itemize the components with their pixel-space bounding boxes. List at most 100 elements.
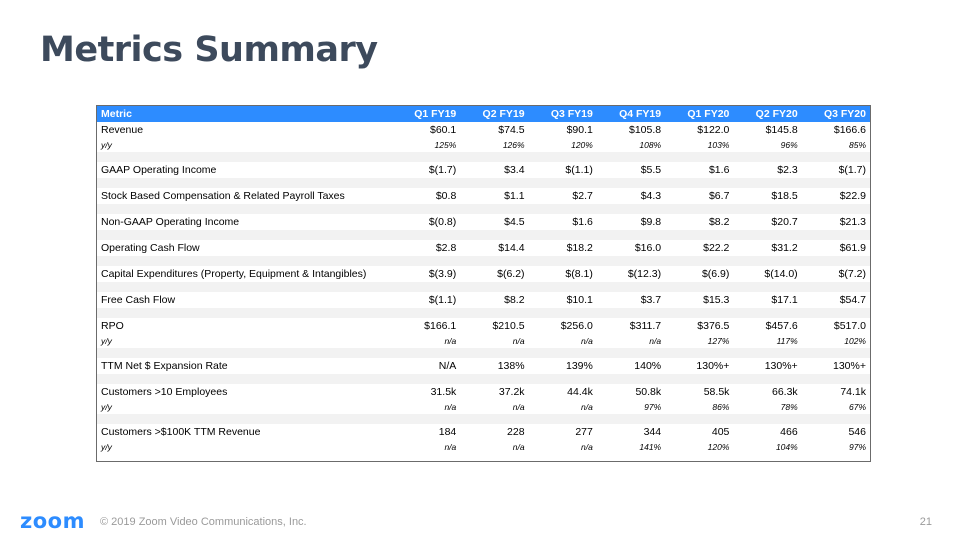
metric-value: $61.9 xyxy=(839,242,866,254)
page-title: Metrics Summary xyxy=(40,30,378,70)
metric-value: $8.2 xyxy=(708,216,730,228)
metric-value: 66.3k xyxy=(772,386,798,398)
metric-value: $(7.2) xyxy=(838,268,866,280)
spacer-cell xyxy=(97,178,870,188)
yoy-label: y/y xyxy=(101,442,112,452)
spacer-cell xyxy=(97,414,870,424)
column-header: Q3 FY20 xyxy=(801,106,870,122)
metric-value: $3.4 xyxy=(504,164,525,176)
metric-value: 405 xyxy=(711,426,730,438)
metric-value: $16.0 xyxy=(634,242,662,254)
metric-value: $(1.1) xyxy=(428,294,457,306)
table-header-row: Metric Q1 FY19 Q2 FY19 Q3 FY19 Q4 FY19 Q… xyxy=(97,106,870,122)
metric-value: 37.2k xyxy=(498,386,525,398)
metric-label: Capital Expenditures (Property, Equipmen… xyxy=(101,268,367,280)
yoy-value: 108% xyxy=(639,140,662,150)
yoy-value: 97% xyxy=(848,442,866,452)
metric-value: $18.5 xyxy=(771,190,798,202)
metric-value: 50.8k xyxy=(635,386,662,398)
metric-value: 130%+ xyxy=(833,360,866,372)
metric-value: $2.3 xyxy=(777,164,798,176)
table-row: Customers >10 Employees 31.5k 37.2k 44.4k 50… xyxy=(97,384,870,400)
table-row: RPO $166.1 $210.5 $256.0 $311.7 $376.5 $457.6 $… xyxy=(97,318,870,334)
yoy-value: 125% xyxy=(434,140,457,150)
spacer-cell xyxy=(97,348,870,358)
metric-value: 58.5k xyxy=(703,386,730,398)
metric-value: $517.0 xyxy=(833,320,866,332)
yoy-row: y/y n/a n/a n/a 141% 120% 104% 97% xyxy=(97,440,870,454)
metric-value: $(6.2) xyxy=(497,268,525,280)
spacer-cell xyxy=(97,256,870,266)
metric-value: $17.1 xyxy=(771,294,798,306)
metric-label: RPO xyxy=(101,320,124,332)
yoy-value: n/a xyxy=(512,336,525,346)
metric-value: $210.5 xyxy=(492,320,525,332)
metric-value: $1.6 xyxy=(572,216,593,228)
spacer-cell xyxy=(97,230,870,240)
table-row: GAAP Operating Income $(1.7) $3.4 $(1.1) $5.… xyxy=(97,162,870,178)
metric-value: $74.5 xyxy=(498,124,525,136)
zoom-logo: zoom xyxy=(20,509,85,533)
yoy-value: 78% xyxy=(780,402,798,412)
metric-value: N/A xyxy=(438,360,457,372)
spacer-cell xyxy=(97,152,870,162)
row-spacer xyxy=(97,152,870,162)
yoy-value: 104% xyxy=(775,442,798,452)
metric-label: Stock Based Compensation & Related Payro… xyxy=(101,190,345,202)
yoy-value: 97% xyxy=(644,402,662,412)
yoy-value: n/a xyxy=(512,442,525,452)
yoy-value: n/a xyxy=(444,336,457,346)
metric-value: $4.3 xyxy=(640,190,662,202)
yoy-row: y/y n/a n/a n/a n/a 127% 117% 102% xyxy=(97,334,870,348)
column-header: Q3 FY19 xyxy=(528,106,597,122)
metric-value: $15.3 xyxy=(703,294,730,306)
metric-value: $(12.3) xyxy=(627,268,662,280)
table-row: Free Cash Flow $(1.1) $8.2 $10.1 $3.7 $15.3 $1… xyxy=(97,292,870,308)
metric-value: $2.8 xyxy=(435,242,457,254)
table-row: Operating Cash Flow $2.8 $14.4 $18.2 $16.0 $2… xyxy=(97,240,870,256)
column-header: Q4 FY19 xyxy=(596,106,666,122)
yoy-value: 67% xyxy=(848,402,866,412)
yoy-value: n/a xyxy=(444,442,457,452)
metric-label: Non-GAAP Operating Income xyxy=(101,216,240,228)
yoy-value: n/a xyxy=(649,336,662,346)
metrics-table: Metric Q1 FY19 Q2 FY19 Q3 FY19 Q4 FY19 Q… xyxy=(96,105,871,462)
metric-value: 546 xyxy=(848,426,866,438)
metric-value: $122.0 xyxy=(697,124,730,136)
metric-value: 31.5k xyxy=(430,386,457,398)
column-header: Q2 FY19 xyxy=(460,106,529,122)
yoy-row: y/y 125% 126% 120% 108% 103% 96% 85% xyxy=(97,138,870,152)
metric-label: Revenue xyxy=(101,124,144,136)
yoy-value: 102% xyxy=(844,336,866,346)
row-spacer xyxy=(97,282,870,292)
row-spacer xyxy=(97,204,870,214)
spacer-cell xyxy=(97,374,870,384)
column-header: Q2 FY20 xyxy=(733,106,802,122)
row-spacer xyxy=(97,308,870,318)
metric-value: $31.2 xyxy=(771,242,798,254)
metric-label: TTM Net $ Expansion Rate xyxy=(101,360,228,372)
metric-value: 139% xyxy=(565,360,593,372)
table-row: Non-GAAP Operating Income $(0.8) $4.5 $1.6 $… xyxy=(97,214,870,230)
yoy-value: 117% xyxy=(776,336,798,346)
metric-value: $5.5 xyxy=(640,164,662,176)
metric-label: GAAP Operating Income xyxy=(101,164,217,176)
row-spacer xyxy=(97,256,870,266)
yoy-value: n/a xyxy=(581,336,593,346)
metric-value: 184 xyxy=(438,426,457,438)
metric-value: $22.2 xyxy=(703,242,730,254)
yoy-label: y/y xyxy=(101,336,112,346)
metric-value: $1.1 xyxy=(504,190,525,202)
metric-value: $60.1 xyxy=(430,124,457,136)
row-spacer xyxy=(97,230,870,240)
metric-value: $105.8 xyxy=(629,124,662,136)
metric-value: $(8.1) xyxy=(565,268,593,280)
row-spacer xyxy=(97,348,870,358)
metric-value: 44.4k xyxy=(567,386,593,398)
metric-value: $(1.7) xyxy=(838,164,866,176)
metric-value: $166.1 xyxy=(424,320,457,332)
row-spacer xyxy=(97,178,870,188)
metric-value: $0.8 xyxy=(435,190,457,202)
metric-value: $145.8 xyxy=(765,124,798,136)
metric-value: $166.6 xyxy=(833,124,866,136)
